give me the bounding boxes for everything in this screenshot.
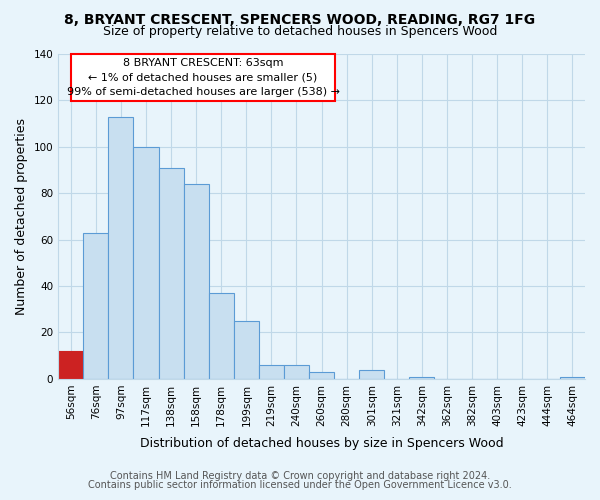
Bar — [359, 370, 385, 379]
Text: 8 BRYANT CRESCENT: 63sqm
← 1% of detached houses are smaller (5)
99% of semi-det: 8 BRYANT CRESCENT: 63sqm ← 1% of detache… — [67, 58, 340, 98]
Text: Contains HM Land Registry data © Crown copyright and database right 2024.: Contains HM Land Registry data © Crown c… — [110, 471, 490, 481]
Bar — [133, 147, 158, 379]
Bar — [560, 376, 585, 379]
Text: Contains public sector information licensed under the Open Government Licence v3: Contains public sector information licen… — [88, 480, 512, 490]
Bar — [58, 351, 83, 379]
Text: Size of property relative to detached houses in Spencers Wood: Size of property relative to detached ho… — [103, 25, 497, 38]
Bar — [284, 365, 309, 379]
Bar — [234, 321, 259, 379]
FancyBboxPatch shape — [71, 54, 335, 101]
Text: 8, BRYANT CRESCENT, SPENCERS WOOD, READING, RG7 1FG: 8, BRYANT CRESCENT, SPENCERS WOOD, READI… — [64, 12, 536, 26]
Bar — [209, 293, 234, 379]
Bar — [184, 184, 209, 379]
Y-axis label: Number of detached properties: Number of detached properties — [15, 118, 28, 315]
X-axis label: Distribution of detached houses by size in Spencers Wood: Distribution of detached houses by size … — [140, 437, 503, 450]
Bar — [309, 372, 334, 379]
Bar — [158, 168, 184, 379]
Bar — [83, 232, 109, 379]
Bar — [109, 116, 133, 379]
Bar — [259, 365, 284, 379]
Bar — [409, 376, 434, 379]
